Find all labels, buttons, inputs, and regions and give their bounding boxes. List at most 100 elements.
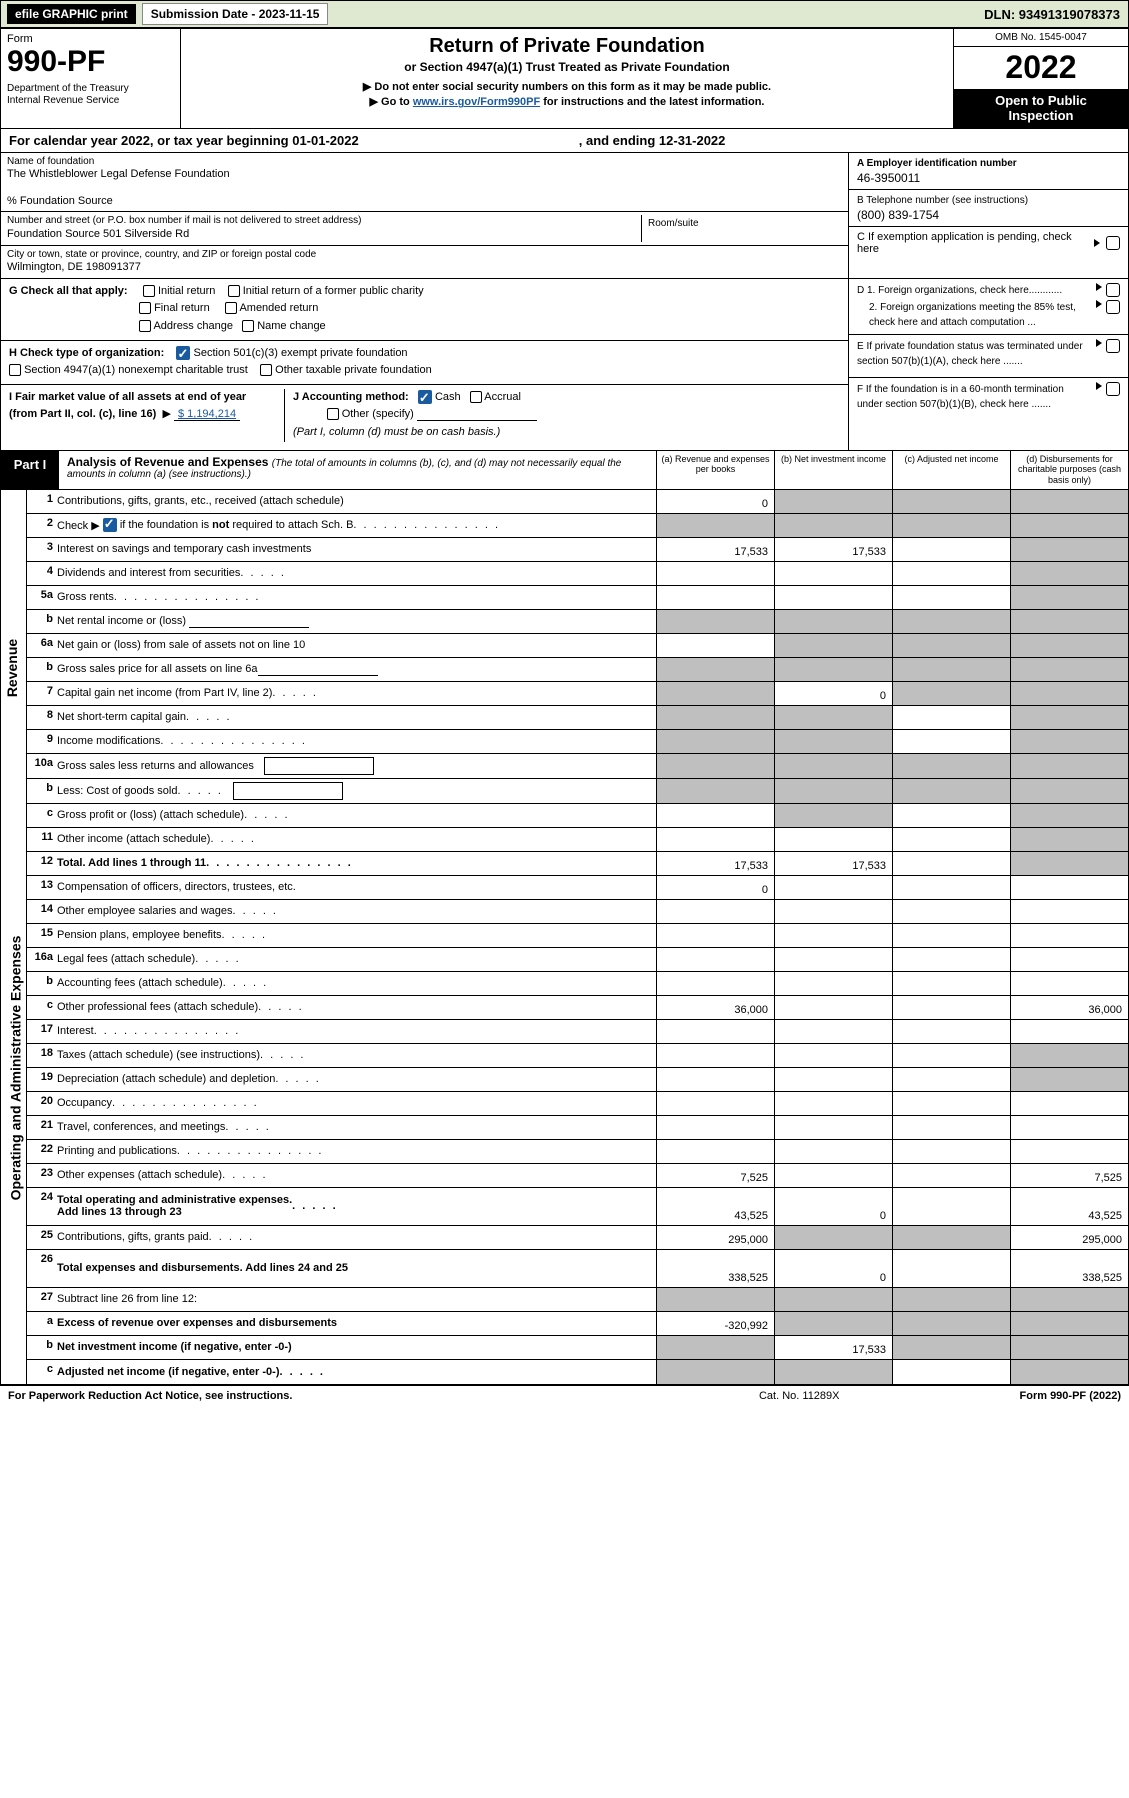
line-no: 1 bbox=[27, 490, 57, 513]
irs-link[interactable]: www.irs.gov/Form990PF bbox=[413, 96, 540, 108]
h-4947-checkbox[interactable] bbox=[9, 364, 21, 376]
g-amended-checkbox[interactable] bbox=[225, 302, 237, 314]
line-18-desc: Taxes (attach schedule) (see instruction… bbox=[57, 1044, 656, 1067]
line-no: c bbox=[27, 996, 57, 1019]
g-initial-former-checkbox[interactable] bbox=[228, 285, 240, 297]
dln-label: DLN: 93491319078373 bbox=[984, 7, 1128, 22]
line-no: b bbox=[27, 779, 57, 803]
j-cash-checkbox[interactable] bbox=[418, 390, 432, 404]
schb-checkbox[interactable] bbox=[103, 518, 117, 532]
line-25-d: 295,000 bbox=[1010, 1226, 1128, 1249]
cell-shaded bbox=[774, 658, 892, 681]
cell-shaded bbox=[774, 804, 892, 827]
line-26-d: 338,525 bbox=[1010, 1250, 1128, 1287]
e-checkbox[interactable] bbox=[1106, 339, 1120, 353]
line-2-desc: Check ▶ if the foundation is not require… bbox=[57, 514, 656, 537]
line-no: 17 bbox=[27, 1020, 57, 1043]
cell bbox=[892, 730, 1010, 753]
line-9-desc: Income modifications bbox=[57, 730, 656, 753]
form-ref: Form 990-PF (2022) bbox=[1020, 1390, 1122, 1402]
cell-shaded bbox=[892, 754, 1010, 778]
cell bbox=[892, 900, 1010, 923]
line-22-desc: Printing and publications bbox=[57, 1140, 656, 1163]
cell bbox=[892, 924, 1010, 947]
cell-shaded bbox=[1010, 754, 1128, 778]
cell bbox=[774, 1020, 892, 1043]
calendar-year-row: For calendar year 2022, or tax year begi… bbox=[1, 129, 1128, 153]
cell bbox=[892, 1188, 1010, 1225]
form-title: Return of Private Foundation bbox=[189, 35, 945, 58]
d1-checkbox[interactable] bbox=[1106, 283, 1120, 297]
cell-shaded bbox=[774, 706, 892, 729]
cell-shaded bbox=[1010, 586, 1128, 609]
line-no: 24 bbox=[27, 1188, 57, 1225]
c-exemption-label: C If exemption application is pending, c… bbox=[857, 231, 1088, 255]
cell bbox=[656, 828, 774, 851]
g-lead: G Check all that apply: bbox=[9, 285, 128, 297]
g-initial-checkbox[interactable] bbox=[143, 285, 155, 297]
cell-shaded bbox=[1010, 634, 1128, 657]
cell bbox=[1010, 1020, 1128, 1043]
cell bbox=[774, 586, 892, 609]
form-word: Form bbox=[7, 33, 174, 45]
line-no: b bbox=[27, 972, 57, 995]
j-other-checkbox[interactable] bbox=[327, 408, 339, 420]
g-final-checkbox[interactable] bbox=[139, 302, 151, 314]
cell-shaded bbox=[774, 779, 892, 803]
d2-checkbox[interactable] bbox=[1106, 300, 1120, 314]
i-fmv-value[interactable]: $ 1,194,214 bbox=[174, 408, 240, 421]
j-accrual: Accrual bbox=[484, 391, 521, 403]
part-tag: Part I bbox=[1, 451, 59, 489]
cell bbox=[774, 1116, 892, 1139]
analysis-table: Revenue Operating and Administrative Exp… bbox=[1, 490, 1128, 1384]
cell-shaded bbox=[892, 1336, 1010, 1359]
c-checkbox[interactable] bbox=[1106, 236, 1120, 250]
line-23-desc: Other expenses (attach schedule) bbox=[57, 1164, 656, 1187]
line-6a-desc: Net gain or (loss) from sale of assets n… bbox=[57, 634, 656, 657]
line-19-desc: Depreciation (attach schedule) and deple… bbox=[57, 1068, 656, 1091]
line-no: 7 bbox=[27, 682, 57, 705]
h-501c3-checkbox[interactable] bbox=[176, 346, 190, 360]
line-3-desc: Interest on savings and temporary cash i… bbox=[57, 538, 656, 561]
line-27b-b: 17,533 bbox=[774, 1336, 892, 1359]
tel-label: B Telephone number (see instructions) bbox=[857, 195, 1028, 206]
cell-shaded bbox=[892, 1312, 1010, 1335]
cell-shaded bbox=[892, 779, 1010, 803]
open-line1: Open to Public bbox=[995, 93, 1087, 108]
cell bbox=[1010, 1116, 1128, 1139]
g-address-checkbox[interactable] bbox=[139, 320, 151, 332]
cell-shaded bbox=[656, 706, 774, 729]
cell bbox=[656, 1092, 774, 1115]
cell bbox=[892, 1360, 1010, 1384]
cell-shaded bbox=[1010, 1068, 1128, 1091]
cell bbox=[774, 1044, 892, 1067]
f-checkbox[interactable] bbox=[1106, 382, 1120, 396]
line-26-desc: Total expenses and disbursements. Add li… bbox=[57, 1250, 656, 1287]
paperwork-notice: For Paperwork Reduction Act Notice, see … bbox=[8, 1390, 292, 1402]
cell bbox=[656, 562, 774, 585]
name-label: Name of foundation bbox=[7, 156, 94, 167]
h-other-checkbox[interactable] bbox=[260, 364, 272, 376]
cell bbox=[774, 924, 892, 947]
arrow-icon bbox=[1096, 300, 1102, 308]
cell bbox=[656, 924, 774, 947]
city-label: City or town, state or province, country… bbox=[7, 249, 316, 260]
j-lead: J Accounting method: bbox=[293, 391, 409, 403]
line-16a-desc: Legal fees (attach schedule) bbox=[57, 948, 656, 971]
j-accrual-checkbox[interactable] bbox=[470, 391, 482, 403]
g-address: Address change bbox=[153, 320, 233, 332]
line-23-d: 7,525 bbox=[1010, 1164, 1128, 1187]
cell bbox=[656, 948, 774, 971]
cell bbox=[1010, 900, 1128, 923]
cell bbox=[892, 706, 1010, 729]
arrow-icon bbox=[1096, 382, 1102, 390]
line-27b-desc: Net investment income (if negative, ente… bbox=[57, 1336, 656, 1359]
efile-print-button[interactable]: efile GRAPHIC print bbox=[7, 4, 136, 24]
e-label: E If private foundation status was termi… bbox=[857, 339, 1092, 369]
g-name-checkbox[interactable] bbox=[242, 320, 254, 332]
cell-shaded bbox=[656, 514, 774, 537]
d2-label: 2. Foreign organizations meeting the 85%… bbox=[857, 300, 1092, 330]
cell bbox=[892, 804, 1010, 827]
cell-shaded bbox=[892, 514, 1010, 537]
ein-value: 46-3950011 bbox=[857, 171, 1120, 185]
